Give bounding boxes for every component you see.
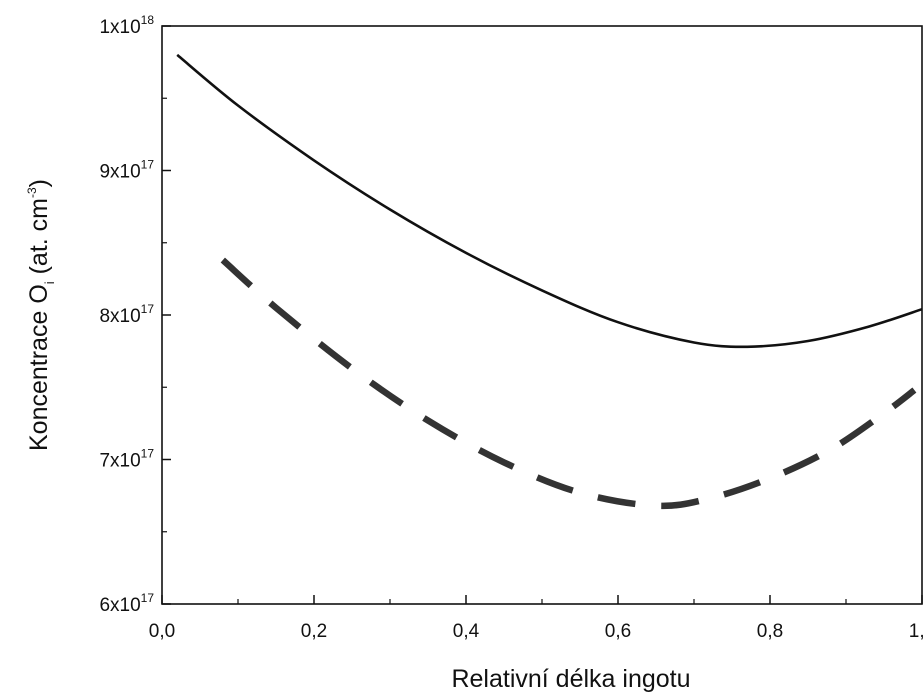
y-axis-label-superscript: -3: [25, 187, 39, 198]
y-tick-mantissa: 1x10: [99, 17, 140, 38]
x-tick-label: 0,6: [605, 621, 631, 642]
y-axis-label: Koncentrace Oi (at. cm-3): [25, 179, 57, 451]
series-solid-line: [176, 53, 923, 349]
y-tick-label: 1x1018: [99, 13, 154, 38]
x-tick-label: 0,4: [453, 621, 480, 642]
y-tick-label: 7x1017: [99, 447, 154, 472]
y-tick-mantissa: 7x10: [99, 451, 140, 472]
y-axis-label-suffix: ): [25, 179, 53, 187]
x-axis-label: Relativní délka ingotu: [451, 665, 690, 693]
y-tick-mantissa: 9x10: [99, 162, 140, 183]
x-tick-label: 0,0: [149, 621, 175, 642]
y-tick-label: 6x1017: [99, 591, 154, 616]
y-axis-label-mid: (at. cm: [25, 198, 53, 281]
y-tick-exponent: 17: [141, 302, 155, 316]
y-tick-label: 9x1017: [99, 158, 154, 183]
plot-frame: [161, 25, 923, 605]
y-tick-mantissa: 8x10: [99, 306, 140, 327]
x-tick-label: 0,8: [757, 621, 783, 642]
x-tick-label: 1,0: [909, 621, 924, 642]
series-dashed-line: [220, 257, 917, 510]
y-axis-label-prefix: Koncentrace O: [25, 284, 53, 451]
y-tick-exponent: 17: [141, 158, 155, 172]
x-tick-label: 0,2: [301, 621, 327, 642]
y-axis-label-subscript: i: [42, 281, 57, 284]
y-tick-exponent: 17: [141, 447, 155, 461]
x-ticks: 0,0 0,2 0,4 0,6 0,8 1,0: [149, 595, 924, 642]
y-tick-label: 8x1017: [99, 302, 154, 327]
y-tick-exponent: 17: [141, 591, 155, 605]
series-layer: [176, 53, 923, 510]
y-tick-mantissa: 6x10: [99, 595, 140, 616]
y-tick-exponent: 18: [141, 13, 155, 27]
